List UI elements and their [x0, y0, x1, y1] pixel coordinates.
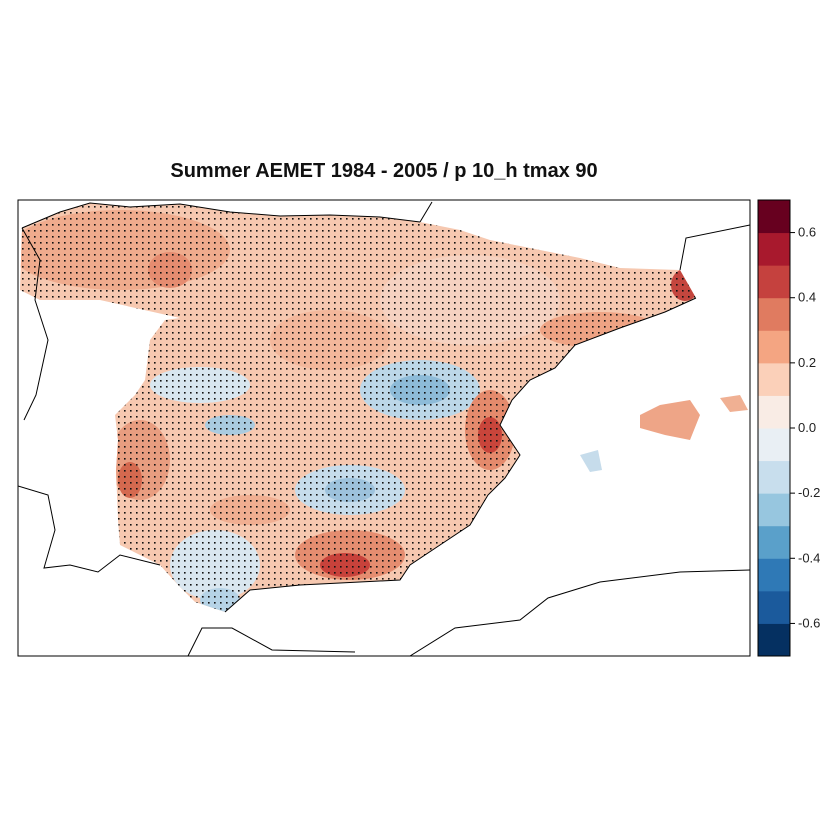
colorbar-segment [758, 525, 790, 559]
colorbar [758, 200, 790, 657]
colorbar-tick-label: 0.2 [798, 355, 816, 370]
colorbar-segment [758, 232, 790, 266]
coastlines [18, 201, 750, 656]
colorbar-tick-label: -0.6 [798, 615, 820, 630]
colorbar-segment [758, 395, 790, 429]
colorbar-segment [758, 493, 790, 527]
colorbar-segment [758, 330, 790, 364]
colorbar-segment [758, 200, 790, 234]
colorbar-tick-label: 0.0 [798, 420, 816, 435]
colorbar-ticks: -0.6 -0.4 -0.2 0.0 0.2 0.4 0.6 [790, 225, 820, 630]
colorbar-segment [758, 590, 790, 624]
colorbar-tick-label: 0.6 [798, 225, 816, 240]
colorbar-segment [758, 558, 790, 592]
colorbar-segment [758, 297, 790, 331]
colorbar-tick-label: 0.4 [798, 290, 816, 305]
chart-title: Summer AEMET 1984 - 2005 / p 10_h tmax 9… [170, 160, 598, 182]
map-frame [17, 199, 751, 657]
colorbar-segment [758, 460, 790, 494]
colorbar-segment [758, 623, 790, 657]
colorbar-tick-label: -0.2 [798, 485, 820, 500]
colorbar-segment [758, 428, 790, 462]
colorbar-segment [758, 265, 790, 299]
balearic-islands [580, 395, 748, 472]
colorbar-segment [758, 362, 790, 396]
colorbar-tick-label: -0.4 [798, 550, 820, 565]
